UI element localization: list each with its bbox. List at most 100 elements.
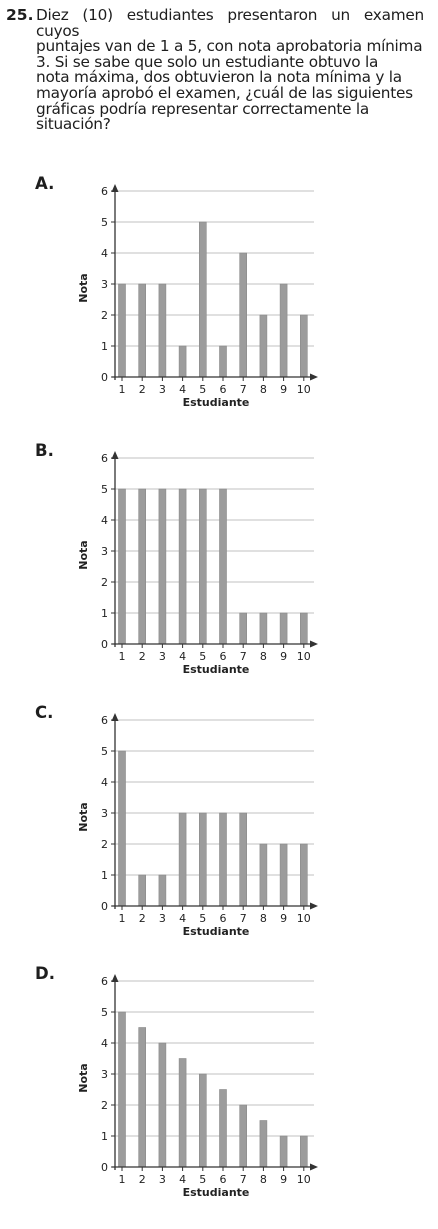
- bar: [138, 283, 146, 378]
- question-number: 25.: [6, 6, 34, 24]
- y-tick-label: 0: [101, 900, 108, 913]
- y-tick-label: 3: [101, 278, 108, 291]
- x-tick-label: 1: [119, 383, 126, 396]
- question-line: nota máxima, dos obtuvieron la nota míni…: [36, 68, 402, 87]
- question-line: gráficas podría representar correctament…: [36, 99, 370, 118]
- x-tick-label: 4: [179, 1173, 186, 1186]
- y-tick-label: 6: [101, 452, 108, 465]
- bar: [118, 1011, 126, 1168]
- x-axis-arrow: [310, 1163, 318, 1171]
- option-letter: C.: [35, 703, 54, 722]
- bar: [259, 843, 268, 907]
- x-tick-label: 6: [220, 1173, 227, 1186]
- bar: [118, 750, 126, 907]
- x-tick-label: 1: [119, 650, 126, 663]
- y-tick-label: 5: [101, 216, 108, 229]
- bar: [300, 843, 308, 907]
- x-tick-label: 5: [199, 650, 206, 663]
- bar: [279, 612, 288, 645]
- y-axis-arrow: [111, 713, 119, 721]
- x-tick-label: 4: [179, 650, 186, 663]
- y-tick-label: 4: [101, 776, 108, 789]
- bar: [279, 283, 288, 378]
- x-axis-arrow: [310, 902, 318, 910]
- bar: [279, 1135, 288, 1168]
- bar: [259, 612, 268, 645]
- bar: [158, 488, 167, 645]
- option-letter: D.: [35, 964, 55, 983]
- bar: [138, 488, 146, 645]
- option-letter: A.: [35, 174, 55, 193]
- y-axis-title: Nota: [77, 802, 90, 831]
- y-axis-arrow: [111, 974, 119, 982]
- x-tick-label: 7: [240, 383, 247, 396]
- bar: [158, 874, 167, 907]
- y-tick-label: 5: [101, 483, 108, 496]
- x-tick-label: 7: [240, 912, 247, 925]
- bar: [199, 812, 207, 907]
- bar: [199, 488, 207, 645]
- bar: [178, 812, 187, 907]
- bar: [219, 1089, 227, 1168]
- x-tick-label: 10: [297, 383, 311, 396]
- bar: [300, 1135, 308, 1168]
- y-tick-label: 0: [101, 638, 108, 651]
- bar: [259, 1120, 268, 1168]
- bar: [219, 488, 227, 645]
- y-tick-label: 3: [101, 807, 108, 820]
- bar: [259, 314, 268, 378]
- bar: [178, 488, 187, 645]
- bar: [138, 1027, 146, 1168]
- bar: [199, 221, 207, 378]
- x-tick-label: 7: [240, 1173, 247, 1186]
- y-tick-label: 4: [101, 514, 108, 527]
- bar: [239, 252, 247, 378]
- bar: [219, 345, 227, 378]
- question-line: situación?: [36, 115, 111, 134]
- option-letter: B.: [35, 441, 54, 460]
- x-tick-label: 3: [159, 1173, 166, 1186]
- y-tick-label: 5: [101, 1006, 108, 1019]
- x-tick-label: 7: [240, 650, 247, 663]
- y-tick-label: 1: [101, 869, 108, 882]
- bar: [158, 283, 167, 378]
- x-axis-title: Estudiante: [183, 1186, 250, 1199]
- y-tick-label: 6: [101, 714, 108, 727]
- bar: [279, 843, 288, 907]
- bar: [219, 812, 227, 907]
- y-tick-label: 6: [101, 975, 108, 988]
- x-axis-title: Estudiante: [183, 663, 250, 676]
- y-tick-label: 5: [101, 745, 108, 758]
- y-axis-arrow: [111, 184, 119, 192]
- x-tick-label: 8: [260, 383, 267, 396]
- bar: [138, 874, 146, 907]
- bar: [178, 345, 187, 378]
- question-line: 3. Si se sabe que solo un estudiante obt…: [36, 52, 379, 71]
- y-tick-label: 1: [101, 607, 108, 620]
- y-axis-title: Nota: [77, 1063, 90, 1092]
- x-tick-label: 10: [297, 1173, 311, 1186]
- y-tick-label: 1: [101, 340, 108, 353]
- x-axis-arrow: [310, 373, 318, 381]
- x-axis-arrow: [310, 640, 318, 648]
- x-tick-label: 5: [199, 1173, 206, 1186]
- x-tick-label: 1: [119, 1173, 126, 1186]
- y-tick-label: 2: [101, 309, 108, 322]
- x-tick-label: 6: [220, 650, 227, 663]
- question-text: Diez (10) estudiantes presentaron un exa…: [36, 7, 424, 134]
- bar: [158, 1042, 167, 1168]
- x-tick-label: 1: [119, 912, 126, 925]
- x-tick-label: 8: [260, 1173, 267, 1186]
- bar: [239, 812, 247, 907]
- y-tick-label: 4: [101, 1037, 108, 1050]
- x-tick-label: 9: [280, 650, 287, 663]
- y-tick-label: 4: [101, 247, 108, 260]
- bar: [239, 612, 247, 645]
- x-tick-label: 2: [139, 650, 146, 663]
- x-tick-label: 10: [297, 912, 311, 925]
- x-tick-label: 5: [199, 912, 206, 925]
- x-tick-label: 2: [139, 912, 146, 925]
- y-tick-label: 0: [101, 371, 108, 384]
